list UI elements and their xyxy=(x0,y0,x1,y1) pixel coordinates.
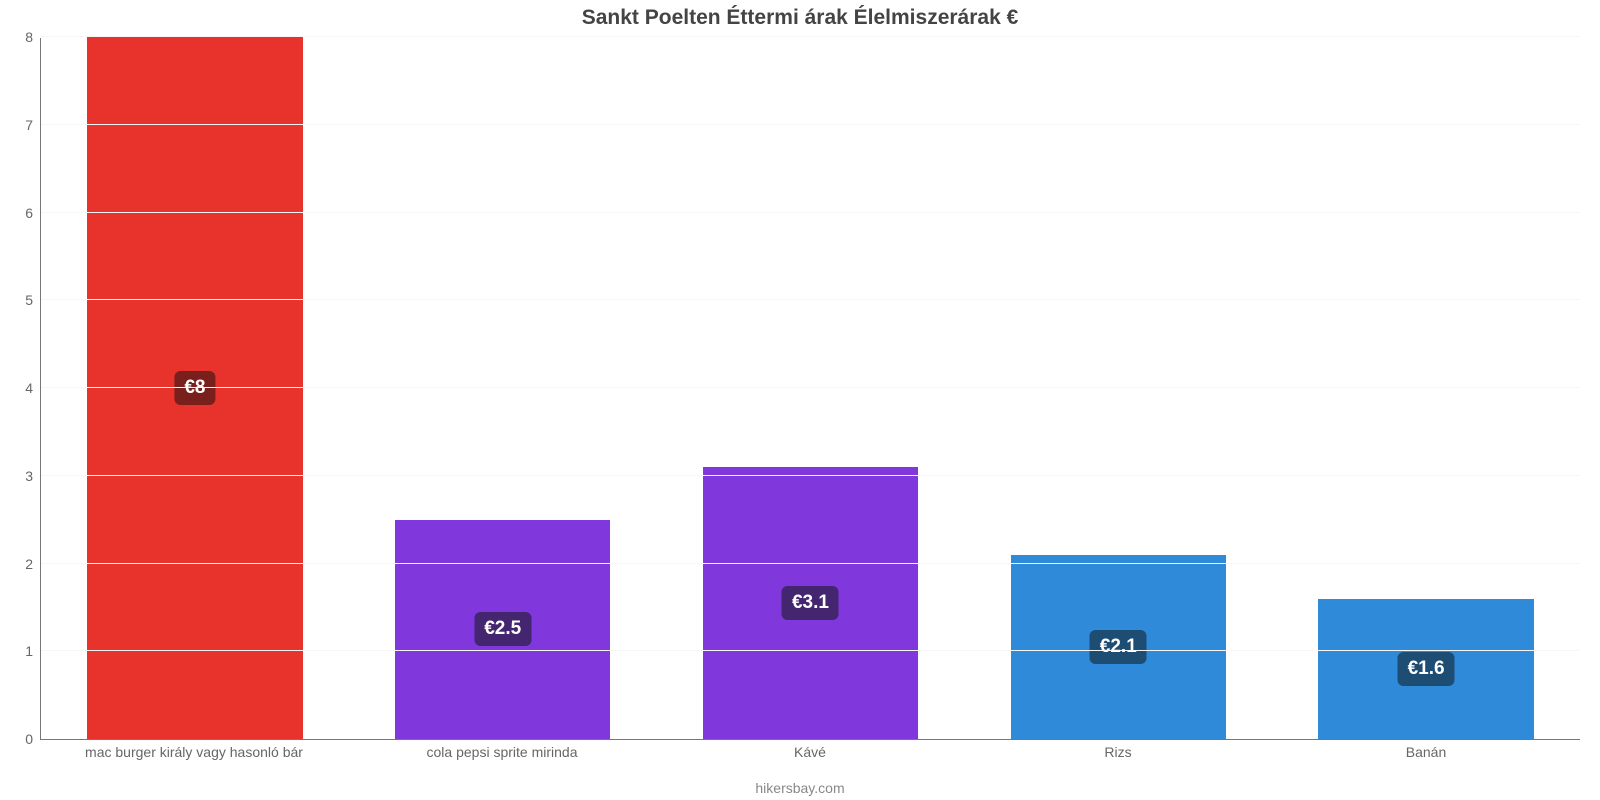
bar-slot: €2.1 xyxy=(964,38,1272,739)
y-tick-label: 0 xyxy=(25,731,41,747)
y-tick-label: 8 xyxy=(25,29,41,45)
bar: €3.1 xyxy=(703,467,918,739)
bar: €2.1 xyxy=(1011,555,1226,739)
y-tick-label: 7 xyxy=(25,117,41,133)
chart-title: Sankt Poelten Éttermi árak Élelmiszerára… xyxy=(0,6,1600,30)
x-tick-label: cola pepsi sprite mirinda xyxy=(348,744,656,760)
chart-credit: hikersbay.com xyxy=(0,780,1600,796)
bars-row: €8 €2.5 €3.1 €2.1 €1.6 xyxy=(41,38,1580,739)
bar-slot: €1.6 xyxy=(1272,38,1580,739)
x-axis-labels: mac burger király vagy hasonló bárcola p… xyxy=(40,744,1580,760)
value-badge: €1.6 xyxy=(1398,652,1455,686)
x-tick-label: Kávé xyxy=(656,744,964,760)
y-tick-label: 5 xyxy=(25,292,41,308)
value-badge: €3.1 xyxy=(782,586,839,620)
y-tick-label: 1 xyxy=(25,643,41,659)
bar-slot: €2.5 xyxy=(349,38,657,739)
x-tick-label: Banán xyxy=(1272,744,1580,760)
bar: €8 xyxy=(87,37,302,739)
value-badge: €8 xyxy=(174,371,215,405)
y-tick-label: 4 xyxy=(25,380,41,396)
y-tick-label: 3 xyxy=(25,468,41,484)
bar: €1.6 xyxy=(1318,599,1533,739)
bar: €2.5 xyxy=(395,520,610,739)
bar-slot: €8 xyxy=(41,38,349,739)
x-tick-label: mac burger király vagy hasonló bár xyxy=(40,744,348,760)
y-tick-label: 2 xyxy=(25,556,41,572)
y-tick-label: 6 xyxy=(25,205,41,221)
value-badge: €2.5 xyxy=(474,612,531,646)
bar-slot: €3.1 xyxy=(657,38,965,739)
plot-area: €8€2.5€3.1€2.1€1.6 012345678 xyxy=(40,38,1580,740)
x-tick-label: Rizs xyxy=(964,744,1272,760)
price-bar-chart: Sankt Poelten Éttermi árak Élelmiszerára… xyxy=(0,0,1600,800)
value-badge: €2.1 xyxy=(1090,630,1147,664)
